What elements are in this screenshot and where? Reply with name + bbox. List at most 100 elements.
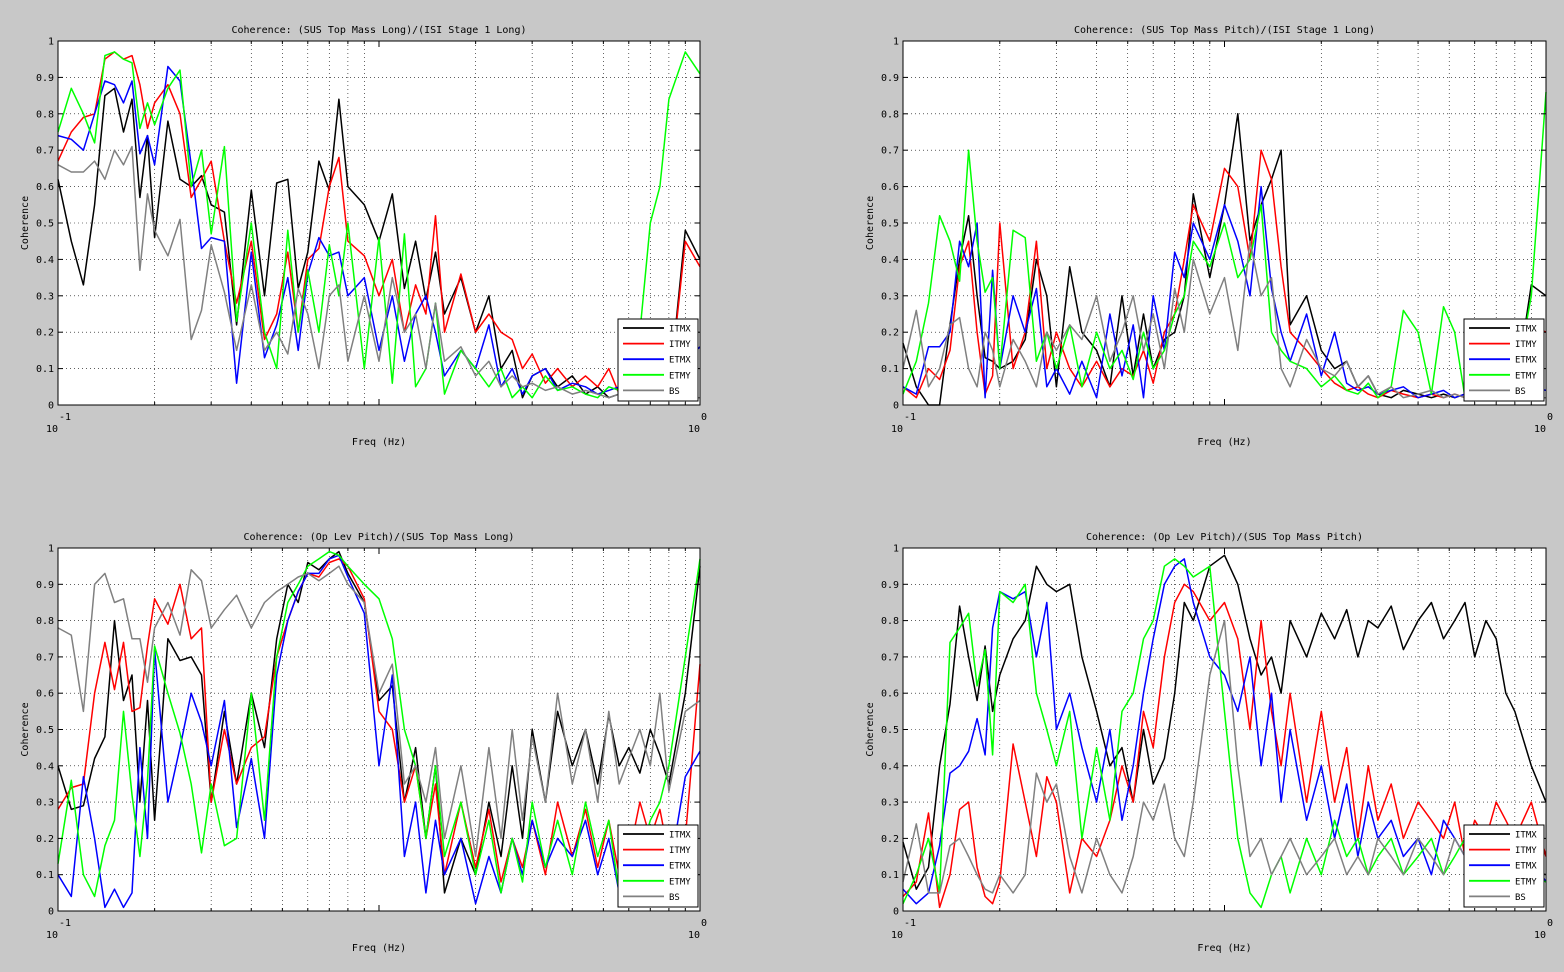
legend-label-etmx: ETMX	[669, 862, 691, 872]
series-line-etmy	[902, 558, 1547, 909]
legend-label-itmx: ITMX	[1515, 831, 1537, 841]
chart-panel-4: 00.10.20.30.40.50.60.70.80.9110-1100Cohe…	[865, 532, 1553, 954]
legend-label-etmx: ETMX	[1515, 356, 1537, 366]
plot-area	[903, 548, 1546, 911]
y-tick-label: 0.1	[36, 364, 54, 375]
y-tick-label: 0.9	[881, 580, 899, 591]
series-line-itmy	[57, 558, 701, 883]
legend-label-etmy: ETMY	[1515, 371, 1537, 381]
legend: ITMX ITMY ETMX ETMY BS	[617, 318, 699, 402]
y-tick-label: 0.2	[36, 328, 54, 339]
y-tick-label: 0.7	[881, 146, 899, 157]
x-axis-label: Freq (Hz)	[352, 943, 406, 954]
series-line-bs	[902, 619, 1547, 894]
y-tick-label: 0	[893, 401, 899, 412]
y-tick-label: 0.8	[881, 109, 899, 120]
x-tick-label-base: 10	[688, 424, 700, 435]
y-axis-label: Coherence	[865, 196, 876, 250]
legend-label-bs: BS	[669, 387, 680, 397]
y-tick-label: 0.9	[36, 73, 54, 84]
x-tick-label-base: 10	[891, 424, 903, 435]
x-tick-label-base: 10	[891, 930, 903, 941]
y-axis-label: Coherence	[20, 196, 31, 250]
y-tick-label: 0.4	[36, 255, 54, 266]
series-line-itmy	[902, 583, 1547, 909]
x-tick-label-exponent: 0	[701, 918, 707, 929]
legend-label-etmy: ETMY	[669, 877, 691, 887]
y-tick-label: 0.4	[881, 255, 899, 266]
legend-label-etmy: ETMY	[1515, 877, 1537, 887]
legend: ITMX ITMY ETMX ETMY BS	[617, 824, 699, 908]
y-tick-label: 0.5	[881, 219, 899, 230]
x-tick-label-exponent: 0	[1547, 918, 1553, 929]
y-tick-label: 0.2	[36, 834, 54, 845]
y-tick-label: 0.7	[36, 652, 54, 663]
y-tick-label: 0.4	[881, 761, 899, 772]
y-tick-label: 0.3	[881, 798, 899, 809]
y-tick-label: 0.7	[881, 652, 899, 663]
y-tick-label: 0.6	[36, 182, 54, 193]
series-line-itmy	[57, 51, 701, 399]
legend-label-etmy: ETMY	[669, 371, 691, 381]
chart-panel-2: 00.10.20.30.40.50.60.70.80.9110-1100Cohe…	[865, 25, 1553, 448]
y-tick-label: 1	[893, 37, 899, 48]
legend-label-itmx: ITMX	[1515, 325, 1537, 335]
x-axis-label: Freq (Hz)	[1197, 437, 1251, 448]
y-tick-label: 0.5	[881, 725, 899, 736]
y-tick-label: 0.8	[36, 616, 54, 627]
x-tick-label-base: 10	[46, 930, 58, 941]
y-tick-label: 0	[893, 907, 899, 918]
y-tick-label: 0.2	[881, 834, 899, 845]
series-line-itmy	[902, 149, 1547, 399]
plot-area	[58, 41, 700, 405]
x-tick-label-exponent: -1	[59, 412, 71, 423]
legend-label-bs: BS	[669, 893, 680, 903]
x-tick-label-base: 10	[1534, 930, 1546, 941]
series-line-bs	[57, 145, 700, 399]
legend-label-etmx: ETMX	[669, 356, 691, 366]
chart-title: Coherence: (Op Lev Pitch)/(SUS Top Mass …	[1086, 532, 1363, 543]
chart-title: Coherence: (SUS Top Mass Long)/(ISI Stag…	[231, 25, 526, 36]
x-tick-label-exponent: 0	[701, 412, 707, 423]
series-line-etmx	[57, 554, 701, 909]
y-tick-label: 1	[893, 544, 899, 555]
y-tick-label: 0	[48, 401, 54, 412]
x-tick-label-base: 10	[688, 930, 700, 941]
series-line-etmy	[57, 51, 701, 399]
y-tick-label: 0.9	[36, 580, 54, 591]
legend-label-bs: BS	[1515, 893, 1526, 903]
y-tick-label: 0.1	[881, 364, 899, 375]
y-tick-label: 0.1	[881, 870, 899, 881]
series-line-etmx	[57, 65, 701, 399]
y-tick-label: 0.3	[36, 291, 54, 302]
series-line-bs	[902, 240, 1546, 399]
chart-panel-3: 00.10.20.30.40.50.60.70.80.9110-1100Cohe…	[20, 532, 707, 954]
legend-label-itmx: ITMX	[669, 325, 691, 335]
chart-title: Coherence: (SUS Top Mass Pitch)/(ISI Sta…	[1074, 25, 1375, 36]
y-tick-label: 0.7	[36, 146, 54, 157]
legend-label-itmy: ITMY	[669, 340, 691, 350]
y-tick-label: 1	[48, 544, 54, 555]
y-tick-label: 0.5	[36, 725, 54, 736]
legend-label-itmy: ITMY	[669, 846, 691, 856]
x-axis-label: Freq (Hz)	[1197, 943, 1251, 954]
y-tick-label: 0.4	[36, 761, 54, 772]
y-tick-label: 0.8	[881, 616, 899, 627]
legend: ITMX ITMY ETMX ETMY BS	[1463, 318, 1545, 402]
series-line-bs	[57, 565, 701, 858]
y-tick-label: 0.2	[881, 328, 899, 339]
y-tick-label: 0.1	[36, 870, 54, 881]
x-axis-label: Freq (Hz)	[352, 437, 406, 448]
legend-label-bs: BS	[1515, 387, 1526, 397]
legend: ITMX ITMY ETMX ETMY BS	[1463, 824, 1545, 908]
legend-label-etmx: ETMX	[1515, 862, 1537, 872]
x-tick-label-exponent: -1	[904, 412, 916, 423]
series-line-etmx	[902, 558, 1547, 905]
y-tick-label: 0.6	[881, 182, 899, 193]
x-tick-label-base: 10	[46, 424, 58, 435]
y-tick-label: 1	[48, 37, 54, 48]
y-tick-label: 0.8	[36, 109, 54, 120]
x-tick-label-exponent: -1	[59, 918, 71, 929]
y-tick-label: 0.6	[881, 689, 899, 700]
